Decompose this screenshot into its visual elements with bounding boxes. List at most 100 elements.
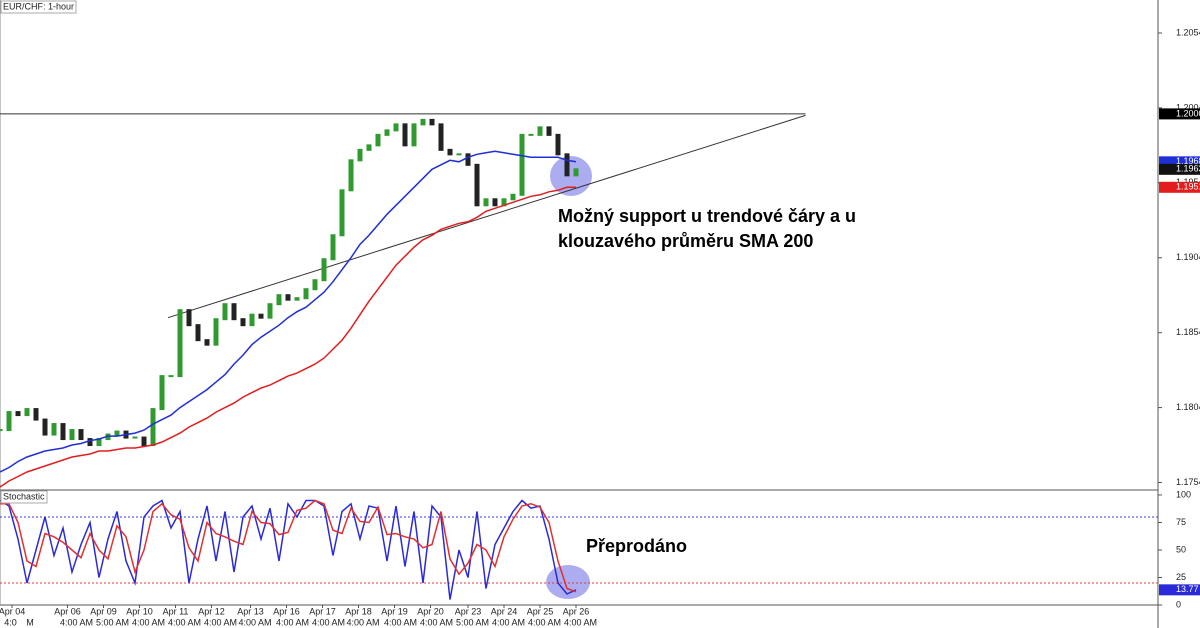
x-tick-label: Apr 20: [417, 606, 444, 616]
candle: [33, 408, 39, 421]
price-tag-box: [1159, 584, 1200, 596]
x-tick-label: Apr 09: [90, 606, 117, 616]
candle: [0, 429, 3, 432]
panel-title: Stochastic: [3, 491, 45, 501]
candle: [177, 309, 183, 378]
candle: [159, 375, 165, 411]
y-tick-label: 1.1854: [1176, 327, 1200, 337]
stochastic-line: [0, 499, 577, 593]
x-tick-label: 4:0: [4, 617, 17, 627]
candle: [267, 303, 273, 319]
x-tick-label: Apr 12: [198, 606, 225, 616]
x-tick-label: Apr 06: [54, 606, 81, 616]
candle: [240, 318, 246, 327]
annotation: klouzavého průměru SMA 200: [558, 231, 813, 251]
y-tick-label: 1.1804: [1176, 402, 1200, 412]
x-tick-label: M: [26, 617, 34, 627]
candle: [429, 118, 435, 126]
y-tick-label: 1.2004: [1176, 102, 1200, 112]
trendline: [167, 114, 806, 319]
candle: [258, 313, 264, 319]
candle: [294, 297, 300, 301]
x-tick-label: 4:00 AM: [60, 617, 93, 627]
candle: [402, 123, 408, 147]
candle: [312, 279, 318, 291]
highlight-circle: [546, 565, 590, 599]
annotation: Přeprodáno: [586, 536, 687, 556]
candle: [357, 148, 363, 162]
candle: [375, 133, 381, 147]
candle: [150, 408, 156, 447]
price-tag-box: [1159, 156, 1200, 168]
candle: [15, 411, 21, 417]
candle: [303, 288, 309, 300]
y-tick-label: 25: [1176, 572, 1186, 582]
candle: [474, 163, 480, 207]
x-tick-label: 4:00 AM: [168, 617, 201, 627]
candle: [483, 198, 489, 207]
candle: [348, 159, 354, 192]
candle: [492, 198, 498, 207]
x-tick-label: Apr 17: [309, 606, 336, 616]
candle: [420, 118, 426, 126]
candle: [366, 144, 372, 151]
x-tick-label: Apr 24: [491, 606, 518, 616]
candle: [69, 429, 75, 441]
x-tick-label: Apr 13: [237, 606, 264, 616]
candle: [204, 339, 210, 346]
candle: [132, 436, 138, 439]
panel-title-box: [0, 490, 48, 504]
x-tick-label: Apr 26: [563, 606, 590, 616]
candle: [213, 318, 219, 346]
candle: [6, 411, 12, 432]
x-tick-label: Apr 19: [381, 606, 408, 616]
candle: [114, 430, 120, 436]
price-tag: 13.77: [1176, 584, 1199, 594]
x-tick-label: Apr 11: [163, 606, 189, 616]
price-tag: 1.2000: [1176, 108, 1200, 118]
candle: [537, 126, 543, 136]
x-tick-label: Apr 16: [273, 606, 300, 616]
x-tick-label: 4:00 AM: [528, 617, 561, 627]
candle: [339, 189, 345, 237]
candle: [384, 129, 390, 136]
candle: [447, 148, 453, 156]
candle: [222, 303, 228, 321]
candle: [186, 309, 192, 327]
panel-title-box: [0, 0, 77, 14]
sma-line: [0, 186, 576, 488]
y-tick-label: 1.1904: [1176, 252, 1200, 262]
x-tick-label: 4:00 AM: [238, 617, 271, 627]
candle: [465, 153, 471, 166]
x-tick-label: Apr 10: [126, 606, 153, 616]
candle: [60, 423, 66, 441]
price-tag-box: [1159, 163, 1200, 175]
x-tick-label: 5:00 AM: [96, 617, 129, 627]
x-tick-label: Apr 23: [455, 606, 482, 616]
candle: [42, 418, 48, 436]
x-tick-label: 4:00 AM: [420, 617, 453, 627]
candle: [510, 193, 516, 201]
y-tick-label: 0: [1176, 599, 1181, 609]
x-tick-label: 4:00 AM: [132, 617, 165, 627]
candle: [411, 123, 417, 147]
candle: [501, 198, 507, 207]
panel-title: EUR/CHF: 1-hour: [3, 1, 74, 11]
y-tick-label: 1.2054: [1176, 27, 1200, 37]
x-tick-label: 4:00 AM: [564, 617, 597, 627]
candle: [231, 303, 237, 321]
candle: [141, 436, 147, 447]
candle: [87, 438, 93, 447]
candle: [393, 123, 399, 132]
x-tick-label: 4:00 AM: [346, 617, 379, 627]
x-tick-label: Apr 18: [345, 606, 372, 616]
candle: [519, 133, 525, 196]
candle: [564, 153, 570, 177]
y-tick-label: 50: [1176, 544, 1186, 554]
candle: [573, 168, 579, 177]
x-tick-label: 4:00 AM: [204, 617, 237, 627]
candle: [51, 423, 57, 436]
annotation: Možný support u trendové čáry a u: [558, 206, 856, 226]
candle: [456, 153, 462, 156]
x-tick-label: Apr 25: [527, 606, 554, 616]
